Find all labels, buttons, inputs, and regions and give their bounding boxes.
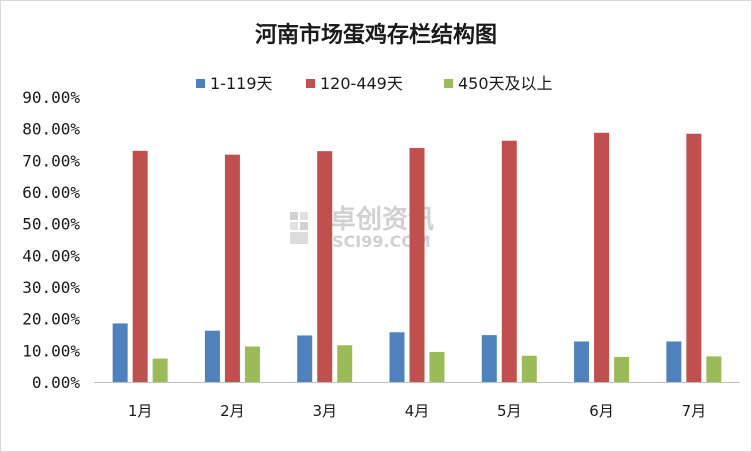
x-axis: 1月 2月 3月 4月 5月 6月 7月 [94,382,740,420]
y-tick-label: 10.00% [22,341,80,360]
legend: 1-119天 120-449天 450天及以上 [196,74,553,93]
bar [594,132,610,382]
legend-swatch [196,79,205,88]
bar [337,345,353,382]
bar [132,150,148,382]
x-tick-label: 7月 [682,402,707,420]
y-axis: 0.00% 10.00% 20.00% 30.00% 40.00% 50.00% 60.00… [22,88,80,392]
bar [409,147,425,382]
y-tick-label: 60.00% [22,183,80,202]
watermark-en: SCI99.COM [332,232,431,251]
watermark-logo-block [300,222,308,230]
y-tick-label: 30.00% [22,278,80,297]
chart-title: 河南市场蛋鸡存栏结构图 [255,22,497,48]
bar [429,351,445,382]
bar [297,335,313,382]
bar [224,154,240,382]
bar [521,355,537,382]
bar [112,323,128,382]
watermark-logo-block [290,232,308,244]
bar [204,330,220,382]
legend-swatch [306,79,315,88]
bar [706,356,722,382]
y-tick-label: 80.00% [22,120,80,139]
y-tick-label: 70.00% [22,151,80,170]
bar [574,341,590,382]
y-tick-label: 40.00% [22,246,80,265]
bars [112,132,722,382]
bar [152,358,168,382]
y-tick-label: 50.00% [22,215,80,234]
bar [244,346,260,382]
legend-label: 120-449天 [320,74,403,93]
bar [501,140,517,382]
legend-label: 1-119天 [210,74,273,93]
bar [666,341,682,382]
y-tick-label: 20.00% [22,310,80,329]
watermark-logo-block [300,212,308,220]
watermark-logo-block [290,212,298,220]
y-tick-label: 0.00% [32,373,81,392]
legend-label: 450天及以上 [458,74,553,93]
bar [317,151,333,382]
x-tick-label: 4月 [405,402,430,420]
watermark-logo-block [290,222,298,230]
bar [481,335,497,382]
x-tick-label: 6月 [589,402,614,420]
bar [614,356,630,382]
x-tick-label: 1月 [128,402,153,420]
bar [686,133,702,382]
legend-swatch [444,79,453,88]
x-tick-label: 3月 [312,402,337,420]
x-tick-label: 2月 [220,402,245,420]
y-tick-label: 90.00% [22,88,80,107]
x-tick-label: 5月 [497,402,522,420]
bar [389,332,405,382]
